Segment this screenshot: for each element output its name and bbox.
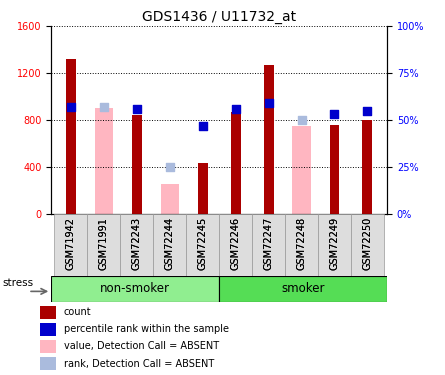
Text: value, Detection Call = ABSENT: value, Detection Call = ABSENT xyxy=(64,342,219,351)
Bar xyxy=(66,59,76,214)
Text: GSM72246: GSM72246 xyxy=(231,217,241,270)
Bar xyxy=(51,276,219,302)
Text: GSM72247: GSM72247 xyxy=(263,217,274,270)
Bar xyxy=(318,214,351,276)
Text: GSM72250: GSM72250 xyxy=(362,217,372,270)
Bar xyxy=(219,214,252,276)
Text: rank, Detection Call = ABSENT: rank, Detection Call = ABSENT xyxy=(64,358,214,369)
Text: GSM72249: GSM72249 xyxy=(329,217,340,270)
Point xyxy=(298,117,305,123)
Point xyxy=(364,108,371,114)
Text: GSM72245: GSM72245 xyxy=(198,217,208,270)
Text: GSM72250: GSM72250 xyxy=(362,217,372,270)
Text: percentile rank within the sample: percentile rank within the sample xyxy=(64,324,229,334)
Text: GSM72248: GSM72248 xyxy=(296,217,307,270)
Point xyxy=(100,104,107,110)
Text: GSM71991: GSM71991 xyxy=(99,217,109,270)
Point xyxy=(199,123,206,129)
Text: GSM72244: GSM72244 xyxy=(165,217,175,270)
Bar xyxy=(153,214,186,276)
Text: GSM72249: GSM72249 xyxy=(329,217,340,270)
Text: stress: stress xyxy=(3,278,34,288)
Bar xyxy=(120,214,153,276)
Text: GSM72243: GSM72243 xyxy=(132,217,142,270)
Bar xyxy=(329,124,340,214)
Text: non-smoker: non-smoker xyxy=(100,282,170,295)
Text: GSM72243: GSM72243 xyxy=(132,217,142,270)
Bar xyxy=(362,120,372,214)
Point xyxy=(265,100,272,106)
Text: count: count xyxy=(64,307,91,317)
Point xyxy=(232,106,239,112)
Text: GSM72244: GSM72244 xyxy=(165,217,175,270)
Bar xyxy=(132,116,142,214)
Bar xyxy=(263,65,274,214)
Point xyxy=(331,111,338,117)
Bar xyxy=(219,276,387,302)
Text: GSM72247: GSM72247 xyxy=(263,217,274,270)
Bar xyxy=(351,214,384,276)
Text: GSM71991: GSM71991 xyxy=(99,217,109,270)
Bar xyxy=(40,323,56,336)
Bar xyxy=(40,357,56,370)
Bar xyxy=(285,214,318,276)
Bar xyxy=(87,214,120,276)
Bar xyxy=(231,112,241,214)
Bar xyxy=(161,184,179,214)
Point xyxy=(67,104,74,110)
Bar xyxy=(252,214,285,276)
Text: GSM71942: GSM71942 xyxy=(66,217,76,270)
Bar xyxy=(198,164,208,214)
Text: GSM72248: GSM72248 xyxy=(296,217,307,270)
Text: smoker: smoker xyxy=(281,282,325,295)
Bar xyxy=(186,214,219,276)
Bar xyxy=(54,214,87,276)
Point xyxy=(166,164,173,170)
Text: GSM72246: GSM72246 xyxy=(231,217,241,270)
Bar xyxy=(95,108,113,214)
Point xyxy=(133,106,140,112)
Bar xyxy=(40,340,56,353)
Text: GSM71942: GSM71942 xyxy=(66,217,76,270)
Bar xyxy=(292,126,311,214)
Text: GSM72245: GSM72245 xyxy=(198,217,208,270)
Bar xyxy=(40,306,56,319)
Title: GDS1436 / U11732_at: GDS1436 / U11732_at xyxy=(142,10,296,24)
